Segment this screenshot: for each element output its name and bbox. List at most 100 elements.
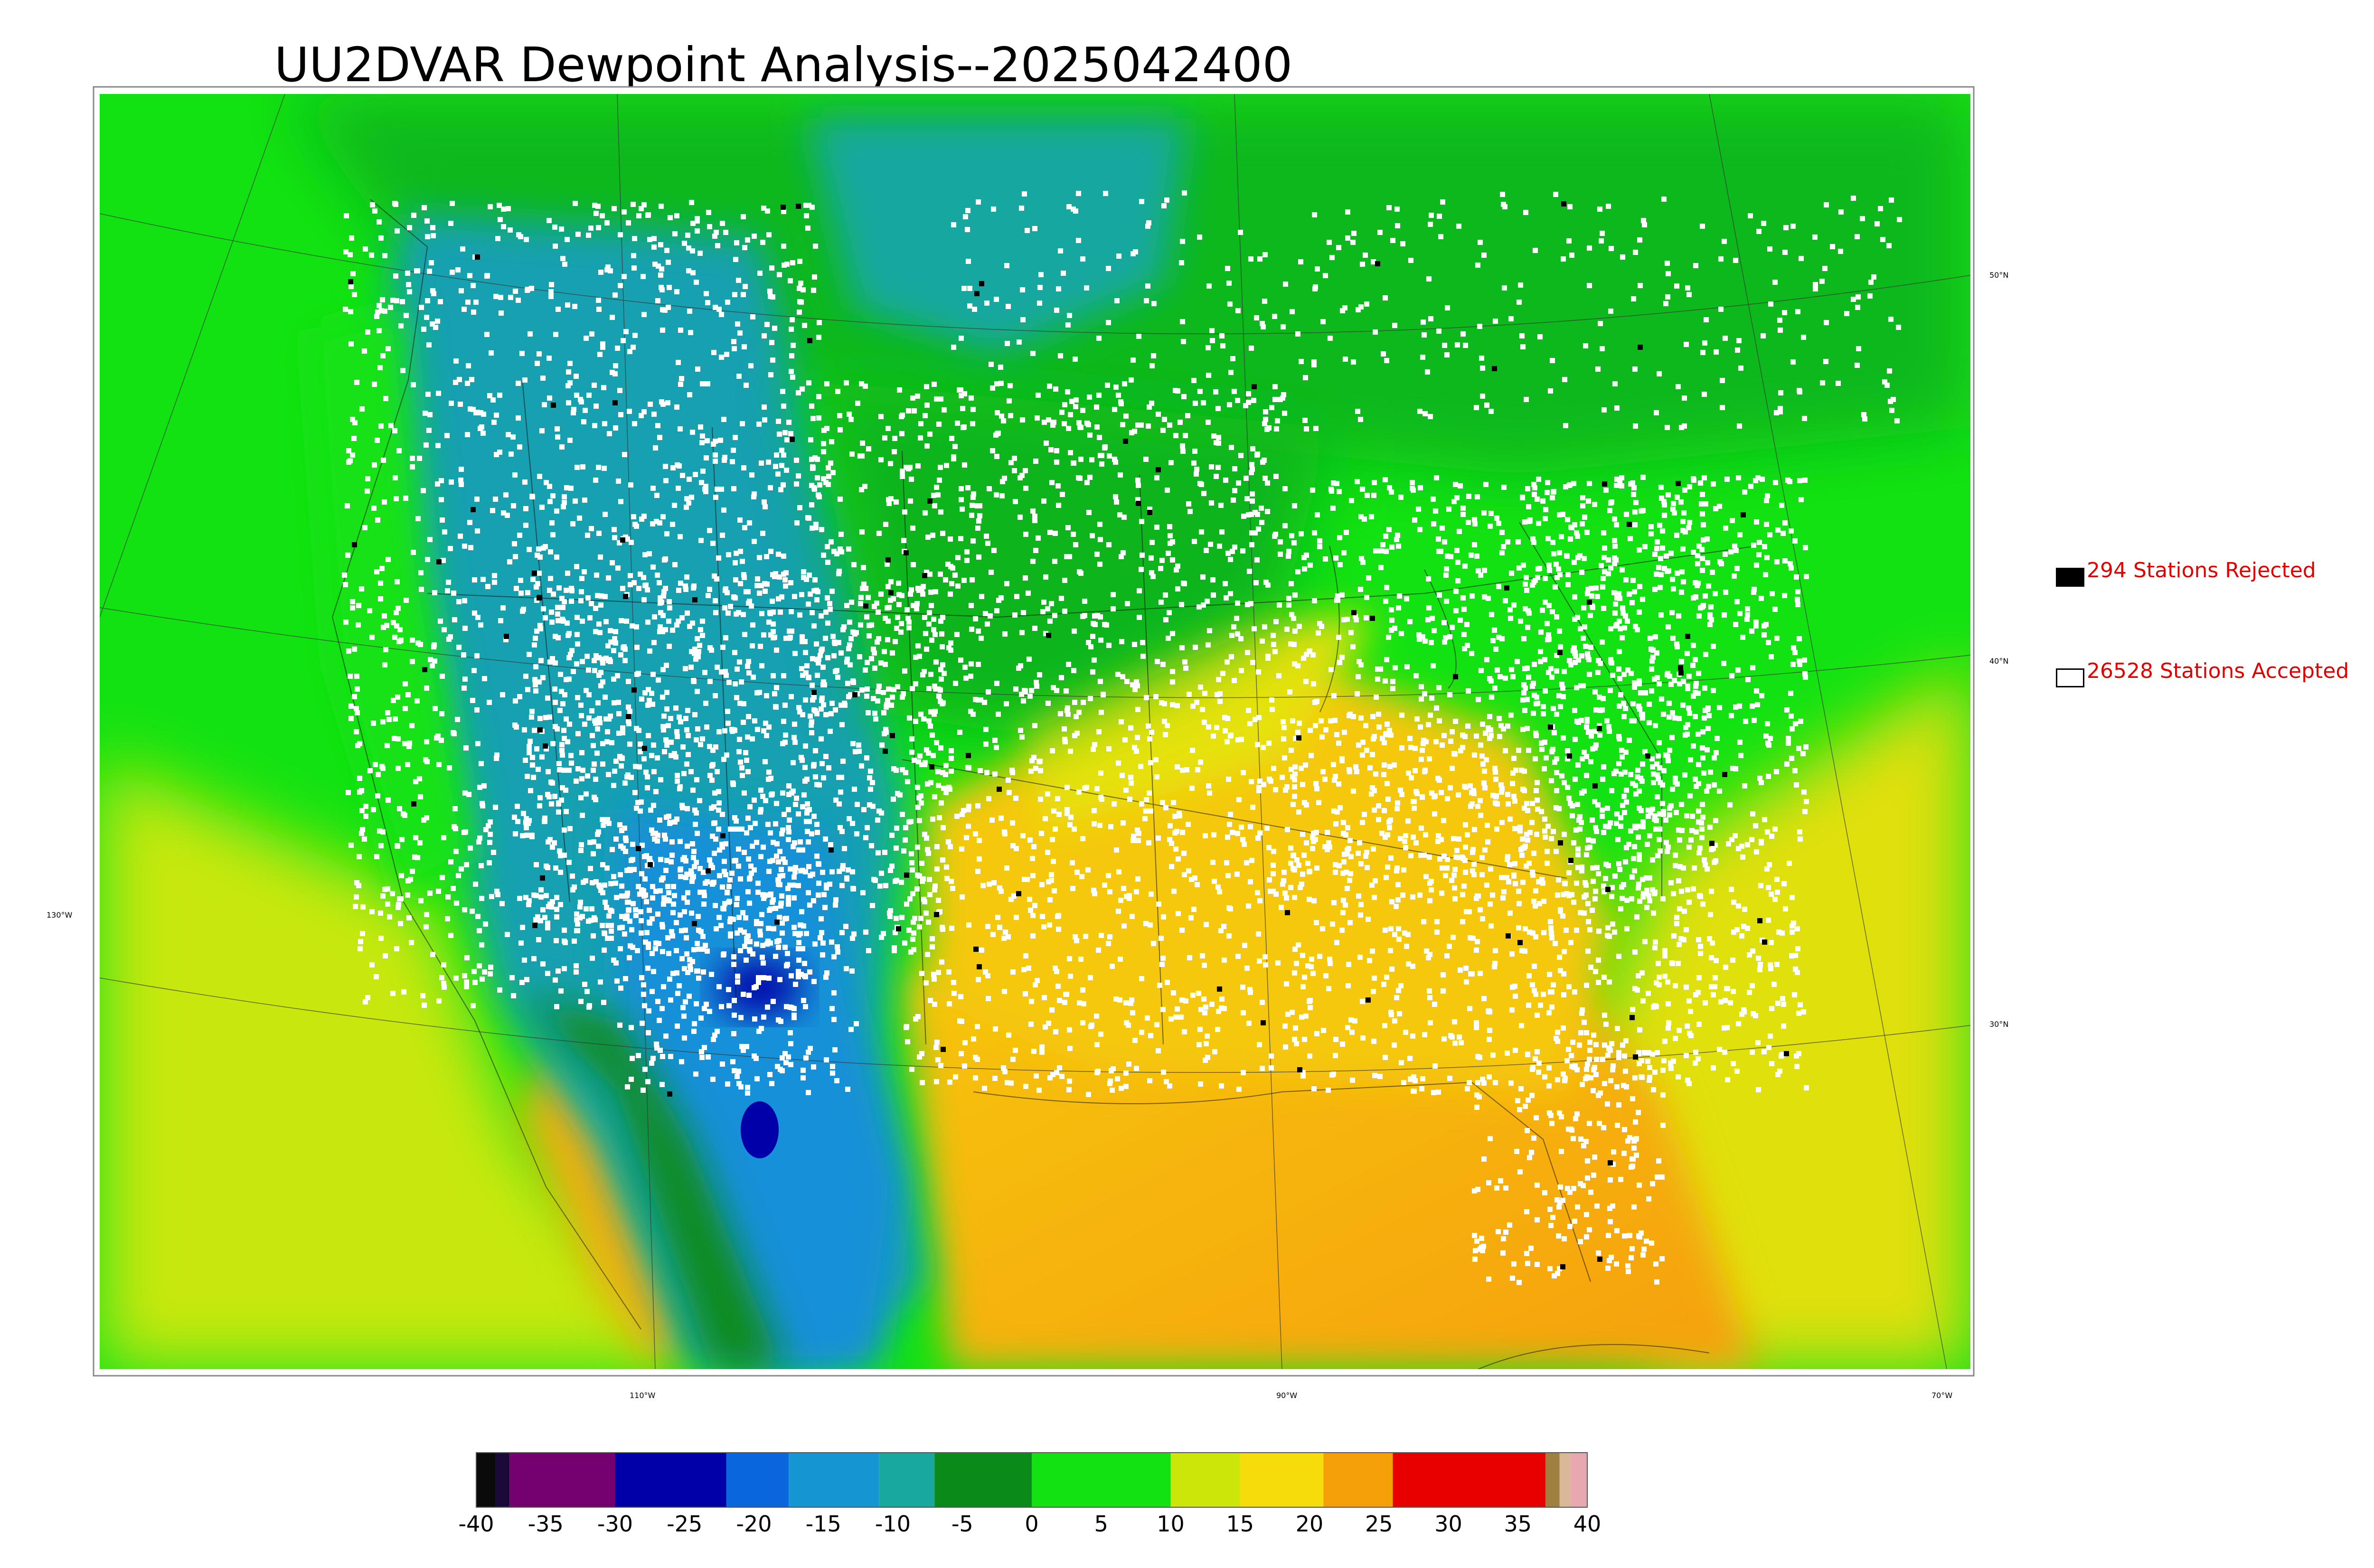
station-marker [1219, 996, 1225, 1002]
station-marker [452, 731, 457, 736]
station-marker [1659, 696, 1664, 702]
station-marker [1475, 939, 1480, 944]
station-marker [1582, 556, 1587, 561]
station-marker [1256, 526, 1261, 532]
station-marker [669, 839, 675, 845]
station-marker [575, 615, 580, 620]
station-marker [632, 522, 638, 527]
station-marker [1094, 424, 1100, 430]
station-marker [597, 352, 603, 357]
station-marker [592, 795, 597, 800]
station-marker [1163, 617, 1168, 622]
station-marker [841, 624, 847, 629]
station-marker [1395, 897, 1401, 902]
station-marker [816, 881, 821, 886]
station-marker [647, 920, 652, 925]
station-marker [997, 885, 1002, 891]
station-marker [567, 380, 573, 385]
station-marker [1257, 1042, 1262, 1047]
station-marker [1503, 676, 1508, 681]
station-marker [513, 831, 518, 836]
station-marker [518, 940, 524, 946]
station-marker [653, 445, 658, 451]
station-marker [839, 930, 845, 935]
station-marker [1080, 836, 1085, 841]
station-marker [948, 640, 953, 646]
station-marker [742, 850, 747, 855]
station-marker [1120, 773, 1125, 778]
station-marker [921, 876, 926, 882]
station-marker [604, 267, 610, 272]
station-marker [1292, 592, 1298, 598]
station-marker [722, 901, 727, 906]
station-marker [1351, 714, 1356, 719]
station-marker [1292, 784, 1297, 789]
station-marker [776, 419, 781, 424]
station-marker [397, 627, 403, 632]
station-marker [425, 234, 430, 239]
station-marker [575, 731, 581, 736]
station-marker [623, 836, 628, 841]
station-marker [479, 942, 484, 948]
station-marker [1347, 878, 1352, 883]
station-marker [608, 714, 613, 719]
station-marker [475, 741, 480, 746]
station-marker [1501, 485, 1507, 490]
station-marker [1087, 394, 1092, 400]
station-marker [1197, 481, 1203, 486]
station-marker [698, 538, 704, 543]
station-marker [473, 300, 479, 305]
station-marker [659, 1006, 665, 1011]
station-marker [371, 506, 377, 511]
station-marker [457, 377, 462, 382]
station-marker [1398, 495, 1404, 500]
station-marker [1426, 576, 1431, 582]
station-marker [1262, 624, 1267, 629]
station-marker [1333, 1053, 1338, 1058]
station-marker [1478, 971, 1483, 976]
station-marker [761, 632, 766, 638]
station-marker [458, 478, 463, 483]
station-marker [768, 632, 773, 638]
station-marker [1010, 1057, 1016, 1062]
station-marker [544, 893, 549, 898]
station-marker [427, 891, 433, 896]
station-marker [784, 468, 789, 473]
accepted-station-markers [342, 190, 1902, 1285]
station-marker [498, 618, 503, 623]
station-marker [1234, 616, 1239, 621]
station-marker [386, 346, 391, 351]
station-marker [494, 452, 499, 457]
station-marker [707, 224, 712, 229]
station-marker [1489, 612, 1494, 617]
station-marker [1294, 961, 1299, 966]
station-marker [1167, 610, 1172, 615]
station-marker [1050, 423, 1055, 428]
station-marker [613, 363, 618, 368]
station-marker [745, 237, 750, 243]
station-marker [425, 298, 430, 303]
station-marker [742, 632, 747, 637]
station-marker [677, 786, 682, 791]
station-marker [1174, 567, 1179, 573]
station-marker [1616, 761, 1621, 766]
station-marker [627, 709, 632, 714]
station-marker [1399, 792, 1404, 797]
station-marker [692, 807, 697, 813]
station-marker [1005, 1080, 1010, 1085]
station-marker [1202, 720, 1207, 725]
station-marker [767, 859, 772, 864]
station-marker [606, 716, 612, 722]
station-marker [1295, 663, 1300, 668]
station-marker [354, 380, 359, 385]
station-marker [959, 497, 964, 502]
station-marker [1175, 586, 1180, 592]
station-marker [1454, 548, 1460, 553]
station-marker [646, 687, 651, 692]
station-marker [1464, 979, 1469, 985]
station-marker [1105, 383, 1110, 388]
station-marker [705, 948, 710, 954]
station-marker [651, 412, 657, 417]
station-marker [575, 695, 580, 700]
station-marker [488, 819, 493, 825]
